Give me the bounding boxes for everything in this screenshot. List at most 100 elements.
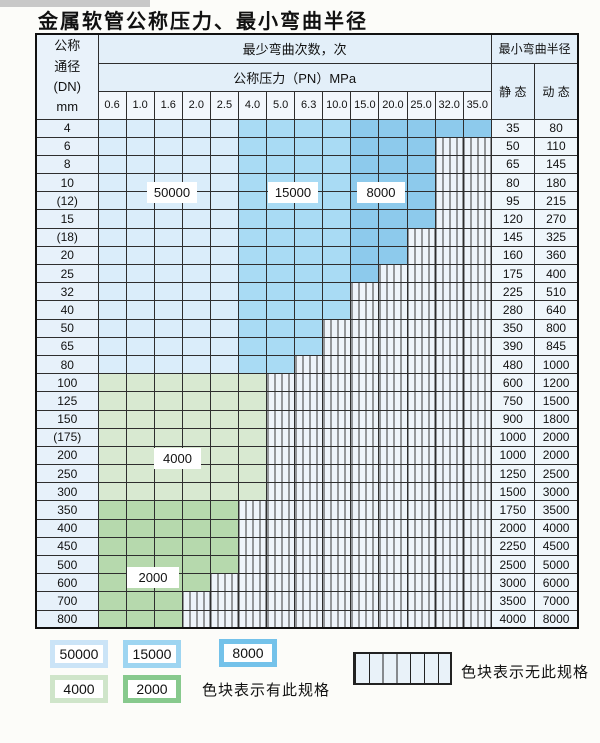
no-spec-hatch-cell bbox=[434, 373, 464, 393]
spec-cell bbox=[294, 318, 324, 338]
spec-cell bbox=[378, 118, 408, 138]
spec-cell bbox=[237, 154, 268, 175]
no-spec-hatch-cell bbox=[406, 464, 436, 484]
no-spec-hatch-cell bbox=[350, 300, 380, 320]
no-spec-hatch-cell bbox=[294, 609, 324, 629]
spec-cell bbox=[294, 245, 324, 266]
spec-cell bbox=[97, 591, 127, 611]
spec-cell bbox=[294, 282, 324, 302]
no-spec-hatch-cell bbox=[462, 554, 492, 575]
dn-label: 450 bbox=[35, 536, 99, 557]
spec-cell bbox=[97, 409, 127, 429]
spec-cell bbox=[181, 554, 211, 575]
table-row-dn-300: 300 1500 3000 bbox=[35, 482, 579, 502]
dynamic-radius-value: 270 bbox=[533, 209, 579, 229]
no-spec-hatch-cell bbox=[350, 391, 380, 411]
spec-cell bbox=[97, 518, 127, 538]
spec-cell bbox=[322, 282, 352, 302]
spec-cell bbox=[97, 300, 127, 320]
table-row-dn-15: 15 120 270 bbox=[35, 209, 579, 229]
spec-cell bbox=[209, 191, 239, 211]
dn-label: 25 bbox=[35, 263, 99, 284]
table-row-dn-80: 80 480 1000 bbox=[35, 354, 579, 375]
dynamic-radius-value: 8000 bbox=[533, 609, 579, 629]
spec-cell bbox=[181, 209, 211, 229]
spec-cell bbox=[181, 536, 211, 557]
spec-cell bbox=[97, 191, 127, 211]
spec-cell bbox=[322, 209, 352, 229]
spec-cell bbox=[153, 209, 183, 229]
static-radius-value: 225 bbox=[490, 282, 535, 302]
spec-cell bbox=[378, 154, 408, 175]
no-spec-hatch-cell bbox=[406, 591, 436, 611]
spec-cell bbox=[378, 227, 408, 247]
no-spec-hatch-cell bbox=[266, 536, 296, 557]
spec-cell bbox=[294, 263, 324, 284]
dn-label: 200 bbox=[35, 445, 99, 466]
no-spec-hatch-cell bbox=[406, 336, 436, 356]
no-spec-hatch-cell bbox=[294, 482, 324, 502]
static-radius-value: 35 bbox=[490, 118, 535, 138]
spec-cell bbox=[266, 282, 296, 302]
spec-cell bbox=[209, 391, 239, 411]
static-radius-value: 1000 bbox=[490, 445, 535, 466]
spec-cell bbox=[97, 209, 127, 229]
dynamic-radius-value: 1200 bbox=[533, 373, 579, 393]
static-radius-value: 4000 bbox=[490, 609, 535, 629]
no-spec-hatch-cell bbox=[378, 536, 408, 557]
no-spec-hatch-cell bbox=[462, 282, 492, 302]
table-row-dn-200: 200 1000 2000 bbox=[35, 445, 579, 466]
spec-cell bbox=[237, 373, 268, 393]
no-spec-hatch-cell bbox=[322, 482, 352, 502]
spec-cell bbox=[125, 227, 155, 247]
spec-cell bbox=[97, 263, 127, 284]
no-spec-hatch-cell bbox=[434, 591, 464, 611]
spec-cell bbox=[350, 263, 380, 284]
no-spec-hatch-cell bbox=[237, 591, 268, 611]
pressure-col-5.0: 5.0 bbox=[266, 90, 296, 120]
no-spec-hatch-cell bbox=[294, 354, 324, 375]
spec-cell bbox=[97, 354, 127, 375]
dn-label: 500 bbox=[35, 554, 99, 575]
spec-cell bbox=[209, 354, 239, 375]
spec-cell bbox=[97, 373, 127, 393]
no-spec-hatch-cell bbox=[181, 609, 211, 629]
dn-label: 80 bbox=[35, 354, 99, 375]
spec-cell bbox=[322, 173, 352, 193]
spec-cell bbox=[209, 318, 239, 338]
no-spec-hatch-cell bbox=[462, 336, 492, 356]
no-spec-hatch-cell bbox=[378, 354, 408, 375]
spec-cell bbox=[294, 209, 324, 229]
static-radius-value: 600 bbox=[490, 373, 535, 393]
spec-cell bbox=[125, 245, 155, 266]
no-spec-hatch-cell bbox=[266, 518, 296, 538]
spec-cell bbox=[181, 391, 211, 411]
spec-cell bbox=[97, 336, 127, 356]
dynamic-radius-value: 180 bbox=[533, 173, 579, 193]
no-spec-hatch-cell bbox=[378, 282, 408, 302]
header-bend-cycles: 最少弯曲次数，次 bbox=[97, 33, 492, 64]
no-spec-hatch-cell bbox=[378, 336, 408, 356]
no-spec-hatch-cell bbox=[294, 518, 324, 538]
pressure-col-0.6: 0.6 bbox=[97, 90, 127, 120]
no-spec-hatch-cell bbox=[406, 573, 436, 593]
no-spec-hatch-cell bbox=[322, 445, 352, 466]
spec-cell bbox=[350, 136, 380, 156]
spec-cell bbox=[125, 536, 155, 557]
legend-swatch-label: 15000 bbox=[128, 645, 176, 663]
zone-label-4000: 4000 bbox=[154, 448, 201, 469]
spec-cell bbox=[322, 227, 352, 247]
no-spec-hatch-cell bbox=[237, 554, 268, 575]
no-spec-hatch-cell bbox=[462, 173, 492, 193]
spec-cell bbox=[237, 136, 268, 156]
dynamic-radius-value: 510 bbox=[533, 282, 579, 302]
no-spec-hatch-cell bbox=[462, 609, 492, 629]
no-spec-hatch-cell bbox=[350, 373, 380, 393]
dn-label: (175) bbox=[35, 427, 99, 447]
spec-cell bbox=[322, 154, 352, 175]
no-spec-hatch-cell bbox=[434, 336, 464, 356]
no-spec-hatch-cell bbox=[378, 300, 408, 320]
no-spec-hatch-cell bbox=[378, 500, 408, 520]
spec-cell bbox=[125, 354, 155, 375]
no-spec-hatch-cell bbox=[462, 445, 492, 466]
